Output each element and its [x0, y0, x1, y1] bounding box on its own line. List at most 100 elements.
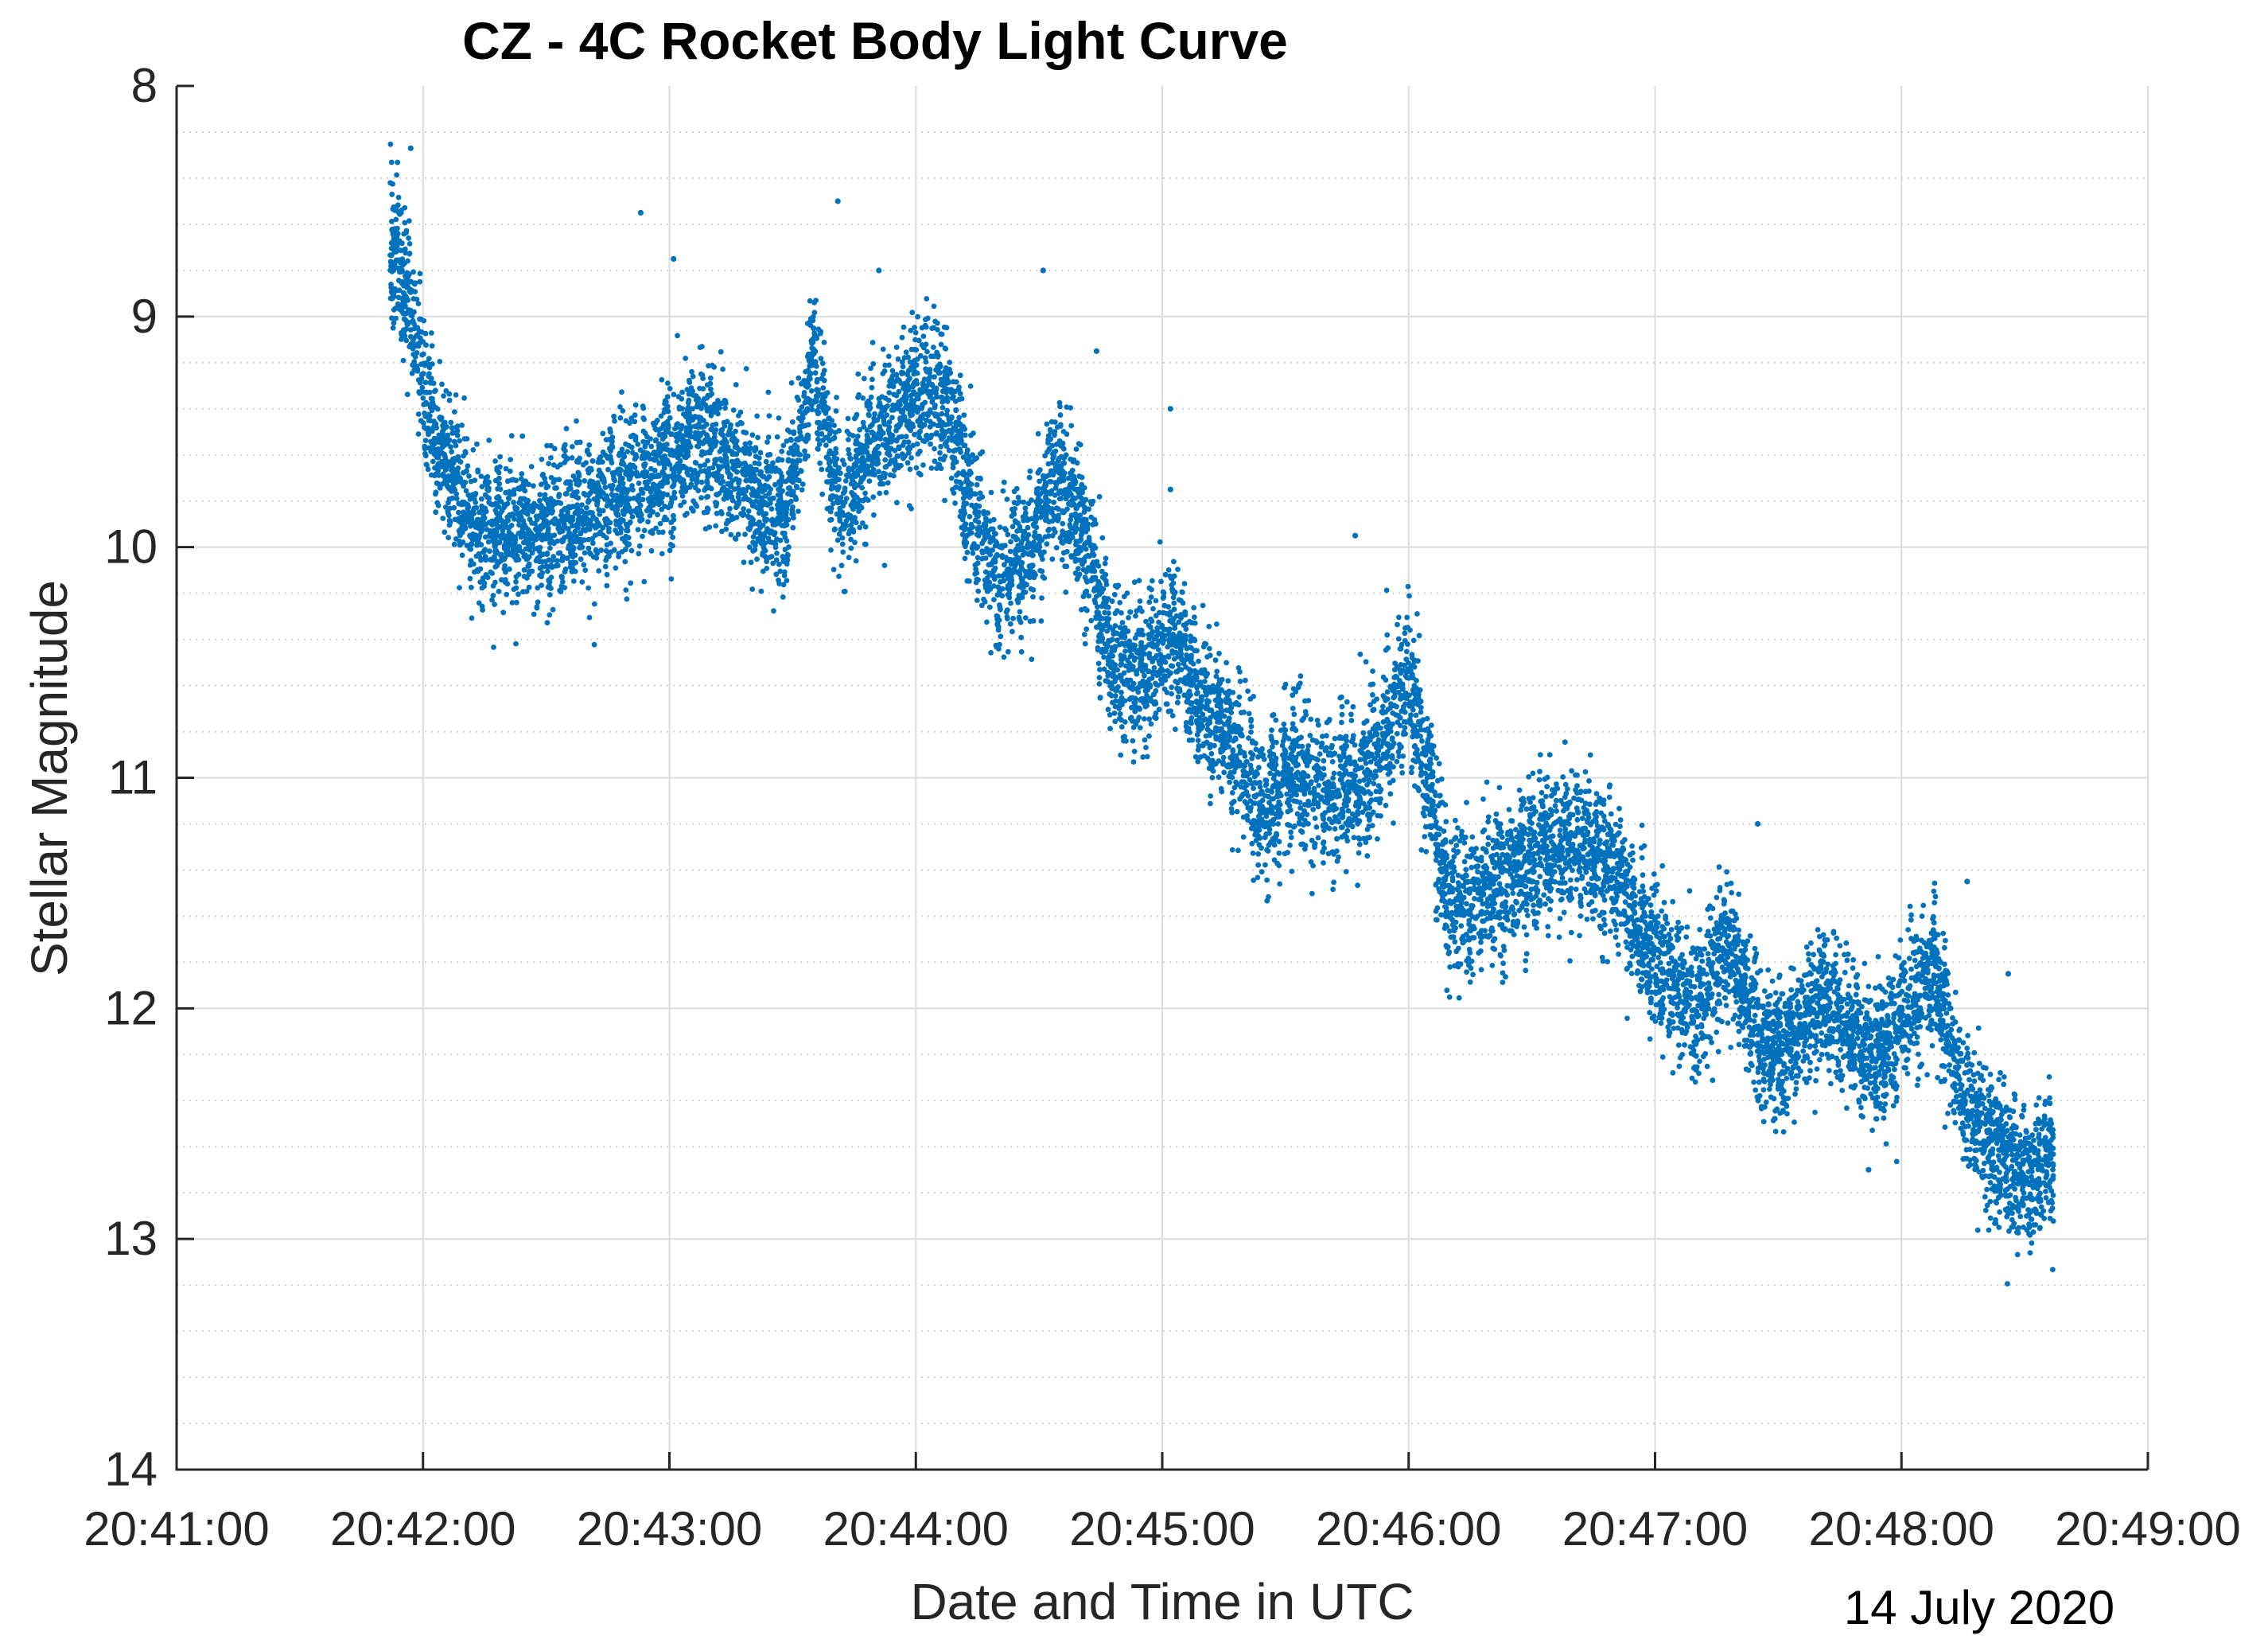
data-point: [1842, 952, 1847, 958]
data-point: [891, 467, 897, 473]
data-point: [1395, 636, 1402, 642]
data-point: [1022, 510, 1029, 516]
data-point: [1763, 1099, 1769, 1105]
data-point: [596, 568, 602, 574]
data-point: [1946, 1001, 1952, 1006]
data-point: [872, 411, 877, 417]
data-point: [1996, 1077, 2002, 1083]
data-point: [1317, 751, 1323, 757]
data-point: [1807, 1068, 1813, 1074]
data-point: [1569, 768, 1574, 774]
data-point: [425, 466, 431, 473]
data-point: [1545, 924, 1551, 930]
data-point: [1729, 890, 1735, 896]
data-point: [882, 457, 889, 463]
data-point: [1279, 742, 1286, 749]
data-point: [1447, 964, 1453, 970]
data-point: [1527, 826, 1533, 831]
data-point: [708, 386, 714, 392]
data-point: [1881, 1115, 1887, 1121]
data-point: [1602, 921, 1608, 928]
data-point: [2004, 1213, 2010, 1220]
data-point: [1490, 837, 1496, 843]
data-point: [903, 434, 909, 440]
data-point: [901, 439, 908, 446]
data-point: [1258, 869, 1265, 875]
data-point: [952, 500, 958, 506]
data-point: [659, 551, 665, 557]
data-point: [1523, 806, 1530, 812]
data-point: [1496, 881, 1503, 887]
data-point: [1235, 847, 1241, 854]
data-point: [786, 450, 792, 456]
data-point: [1601, 917, 1607, 923]
data-point: [713, 427, 719, 433]
data-point: [1044, 541, 1050, 547]
data-point: [1605, 959, 1610, 964]
data-point: [1912, 957, 1918, 964]
data-point: [591, 641, 597, 648]
data-point: [1715, 1049, 1721, 1055]
data-point: [556, 477, 562, 483]
data-point: [851, 461, 858, 468]
data-point: [1844, 1105, 1850, 1112]
data-point: [1562, 866, 1569, 872]
data-point: [1356, 836, 1363, 842]
data-point: [1310, 862, 1316, 869]
data-point: [1844, 1001, 1850, 1007]
data-point: [502, 563, 508, 569]
data-point: [628, 547, 635, 554]
data-point: [815, 436, 821, 442]
data-point: [1815, 927, 1821, 933]
data-point: [1716, 864, 1722, 870]
data-point: [1130, 759, 1137, 765]
data-point: [1000, 488, 1006, 494]
data-point: [1384, 632, 1391, 638]
data-point: [415, 411, 422, 417]
data-point: [1207, 652, 1213, 659]
data-point: [507, 468, 513, 474]
data-point: [1751, 1079, 1757, 1085]
data-point: [1331, 770, 1337, 777]
data-point: [1004, 496, 1010, 502]
data-point: [1104, 628, 1110, 634]
data-point: [877, 490, 883, 496]
data-point: [1523, 968, 1529, 974]
data-point: [667, 547, 673, 554]
data-point: [886, 390, 893, 395]
data-point: [564, 479, 570, 485]
data-point: [548, 455, 554, 461]
data-point: [430, 458, 436, 465]
data-point: [1337, 734, 1343, 740]
data-point: [1724, 869, 1730, 875]
data-point: [962, 555, 968, 562]
data-point: [698, 479, 705, 485]
data-point: [1339, 834, 1345, 840]
data-point: [611, 413, 617, 419]
data-point: [1804, 1055, 1811, 1061]
data-point: [1998, 1069, 2003, 1076]
data-point: [1291, 798, 1297, 804]
data-point: [1839, 1073, 1846, 1079]
data-point: [2020, 1195, 2026, 1201]
data-point: [1768, 992, 1773, 999]
data-point: [1037, 478, 1042, 485]
data-point: [1658, 1020, 1664, 1026]
data-point: [1761, 988, 1768, 994]
data-point: [860, 419, 866, 426]
data-point: [2001, 1081, 2007, 1088]
data-point: [1255, 862, 1262, 868]
data-point: [1826, 1068, 1832, 1073]
data-point: [1802, 1043, 1807, 1049]
data-point: [1351, 835, 1357, 841]
data-point: [940, 457, 947, 463]
data-point: [1281, 721, 1287, 727]
data-point: [1360, 730, 1367, 736]
data-point: [414, 368, 421, 374]
data-point: [1768, 1081, 1773, 1088]
data-point: [459, 422, 465, 428]
data-point: [1111, 711, 1118, 716]
data-point: [939, 331, 945, 337]
data-point: [1703, 971, 1710, 977]
data-point: [1552, 803, 1558, 809]
